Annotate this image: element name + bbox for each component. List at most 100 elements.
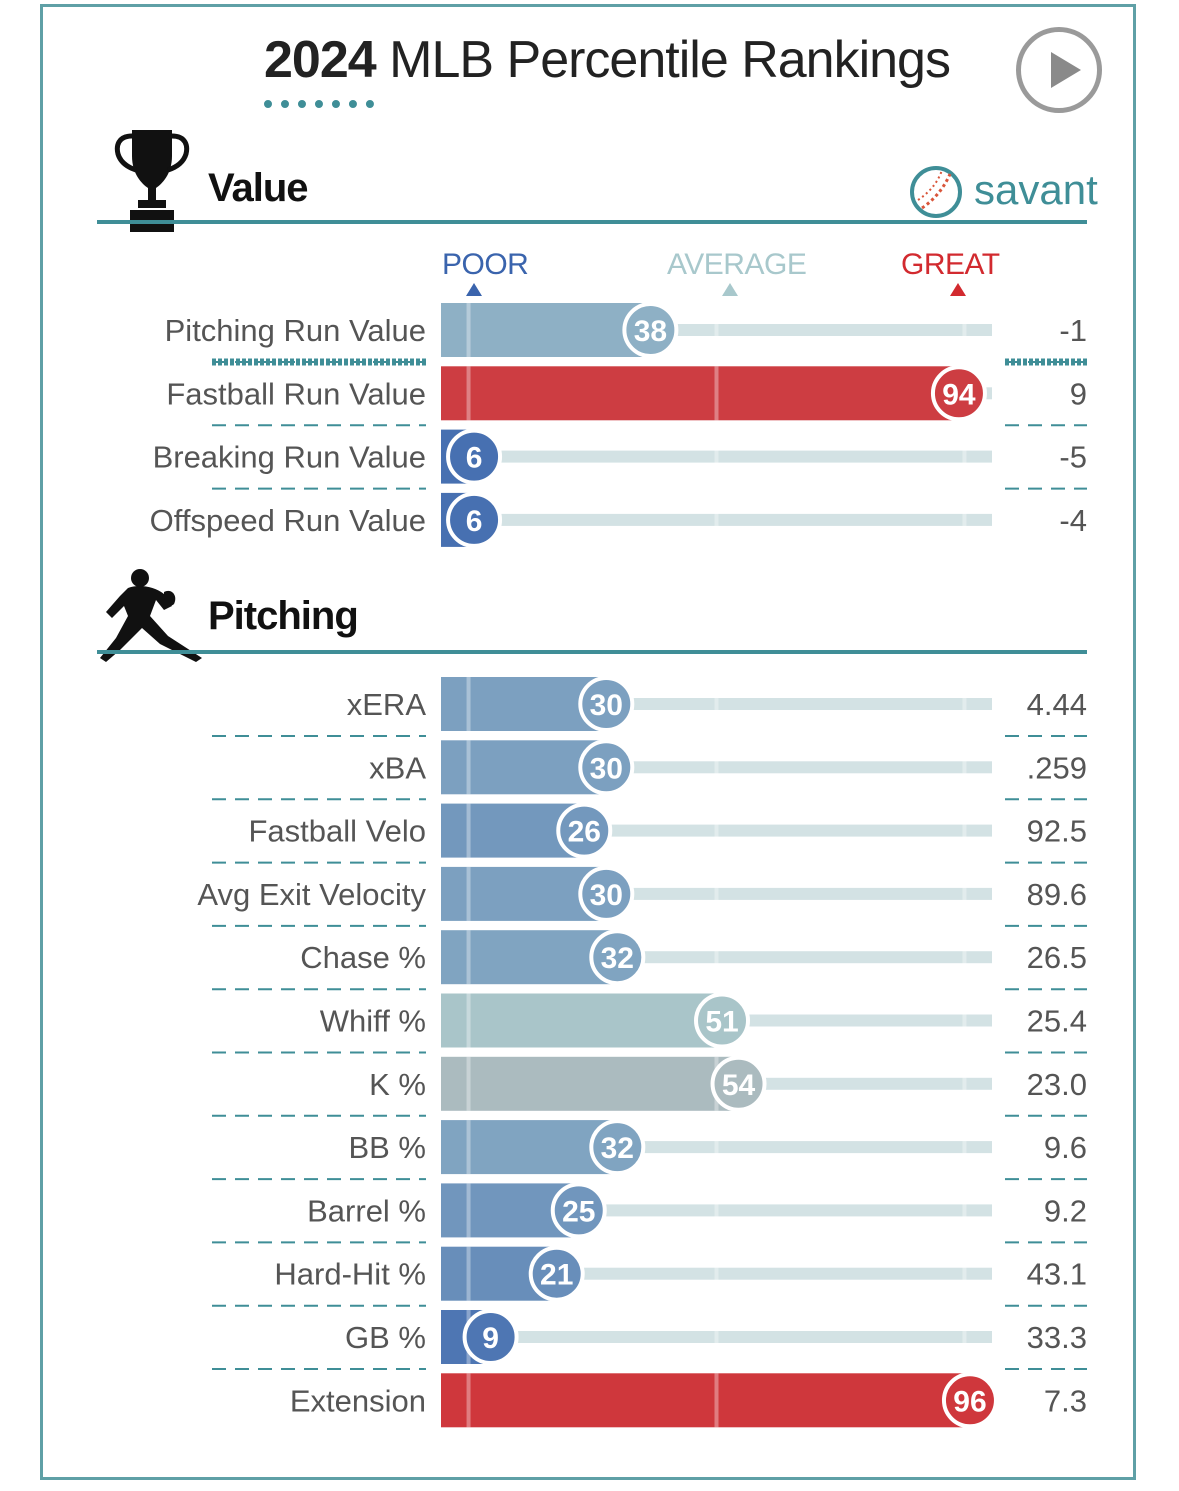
scale-great-label: GREAT bbox=[901, 248, 1000, 281]
reference-line bbox=[714, 677, 719, 731]
percentile-badge-label: 30 bbox=[590, 752, 623, 785]
metric-value: 23.0 bbox=[1027, 1067, 1087, 1102]
metric-value: 9.6 bbox=[1044, 1130, 1087, 1165]
metric-value: 9 bbox=[1070, 376, 1087, 411]
percentile-badge bbox=[589, 1119, 646, 1176]
percentile-bar bbox=[441, 366, 959, 421]
percentile-badge-label: 38 bbox=[634, 315, 667, 348]
percentile-badge-label: 30 bbox=[590, 689, 623, 722]
reference-line bbox=[962, 1183, 967, 1238]
percentile-badge bbox=[446, 428, 503, 485]
metric-label: Whiff % bbox=[320, 1004, 426, 1039]
reference-line bbox=[466, 1373, 471, 1428]
metric-value: .259 bbox=[1027, 750, 1087, 785]
title-text: MLB Percentile Rankings bbox=[389, 31, 951, 89]
percentile-badge-label: 94 bbox=[942, 378, 976, 411]
percentile-badge bbox=[578, 865, 635, 922]
metric-value: 4.44 bbox=[1027, 687, 1087, 722]
percentile-badge bbox=[528, 1245, 585, 1302]
metric-value: 89.6 bbox=[1027, 877, 1087, 912]
reference-line bbox=[714, 803, 719, 858]
metric-label: Pitching Run Value bbox=[165, 313, 426, 348]
percentile-badge-label: 25 bbox=[562, 1195, 595, 1228]
reference-line bbox=[714, 930, 719, 985]
reference-line bbox=[714, 492, 719, 547]
baseball-icon bbox=[910, 166, 962, 218]
reference-line bbox=[962, 930, 967, 985]
poor-marker bbox=[466, 283, 482, 296]
play-icon[interactable] bbox=[1016, 27, 1102, 113]
reference-line bbox=[466, 1120, 471, 1175]
percentile-bar bbox=[441, 1120, 618, 1175]
metric-value: -4 bbox=[1059, 503, 1087, 538]
metric-value: -1 bbox=[1059, 313, 1087, 348]
percentile-badge bbox=[446, 491, 503, 548]
metric-label: Fastball Run Value bbox=[166, 376, 426, 411]
metric-value: 92.5 bbox=[1027, 814, 1087, 849]
reference-line bbox=[962, 1246, 967, 1301]
metric-label: BB % bbox=[348, 1130, 426, 1165]
percentile-badge bbox=[462, 1309, 519, 1365]
percentile-badge-label: 32 bbox=[601, 942, 634, 975]
reference-line bbox=[466, 366, 471, 421]
bar-track bbox=[441, 1331, 992, 1343]
metric-label: K % bbox=[369, 1067, 426, 1102]
reference-line bbox=[714, 1246, 719, 1301]
reference-line bbox=[714, 1120, 719, 1175]
percentile-badge bbox=[694, 992, 751, 1049]
bar-track bbox=[441, 450, 992, 463]
trophy-icon bbox=[114, 130, 190, 232]
metric-value: 9.2 bbox=[1044, 1193, 1087, 1228]
percentile-badge bbox=[941, 1372, 998, 1429]
reference-line bbox=[962, 303, 967, 357]
percentile-badge bbox=[589, 929, 646, 986]
reference-line bbox=[962, 1310, 967, 1364]
metric-value: 26.5 bbox=[1027, 940, 1087, 975]
metric-label: Extension bbox=[290, 1383, 426, 1418]
reference-line bbox=[714, 1310, 719, 1364]
reference-line bbox=[714, 1373, 719, 1428]
pitcher-icon bbox=[100, 569, 202, 662]
reference-line bbox=[466, 677, 471, 731]
percentile-badge-label: 6 bbox=[466, 505, 483, 538]
percentile-badge bbox=[578, 739, 635, 796]
reference-line bbox=[962, 1120, 967, 1175]
reference-line bbox=[962, 1056, 967, 1111]
percentile-badge bbox=[556, 802, 613, 859]
section-rule-pitching bbox=[97, 650, 1087, 654]
card-frame bbox=[40, 4, 1136, 1480]
reference-line bbox=[466, 1246, 471, 1301]
percentile-bar bbox=[441, 930, 618, 985]
metric-label: Hard-Hit % bbox=[274, 1257, 426, 1292]
reference-line bbox=[466, 740, 471, 795]
title-underline bbox=[264, 100, 374, 116]
reference-line bbox=[714, 303, 719, 357]
reference-line bbox=[962, 803, 967, 858]
percentile-badge-label: 54 bbox=[722, 1069, 756, 1102]
metric-label: GB % bbox=[345, 1320, 426, 1355]
percentile-bar bbox=[441, 993, 723, 1048]
percentile-badge-label: 9 bbox=[482, 1322, 499, 1355]
reference-line bbox=[466, 803, 471, 858]
metric-label: Chase % bbox=[300, 940, 426, 975]
percentile-bar bbox=[441, 303, 651, 357]
percentile-badge bbox=[930, 365, 987, 422]
reference-line bbox=[714, 1183, 719, 1238]
metric-value: 7.3 bbox=[1044, 1383, 1087, 1418]
section-title-pitching: Pitching bbox=[208, 594, 359, 638]
scale-average-label: AVERAGE bbox=[667, 248, 807, 281]
reference-line bbox=[466, 1183, 471, 1238]
page-title: 2024 MLB Percentile Rankings bbox=[264, 30, 951, 90]
scale-poor-label: POOR bbox=[442, 248, 529, 281]
metric-value: 25.4 bbox=[1027, 1004, 1087, 1039]
percentile-badge bbox=[622, 302, 679, 358]
title-year: 2024 bbox=[264, 31, 377, 89]
section-title-value: Value bbox=[208, 166, 309, 210]
reference-line bbox=[962, 429, 967, 484]
reference-line bbox=[962, 740, 967, 795]
reference-line bbox=[714, 740, 719, 795]
reference-line bbox=[466, 930, 471, 985]
percentile-badge-label: 32 bbox=[601, 1132, 634, 1165]
metric-label: Offspeed Run Value bbox=[150, 503, 426, 538]
